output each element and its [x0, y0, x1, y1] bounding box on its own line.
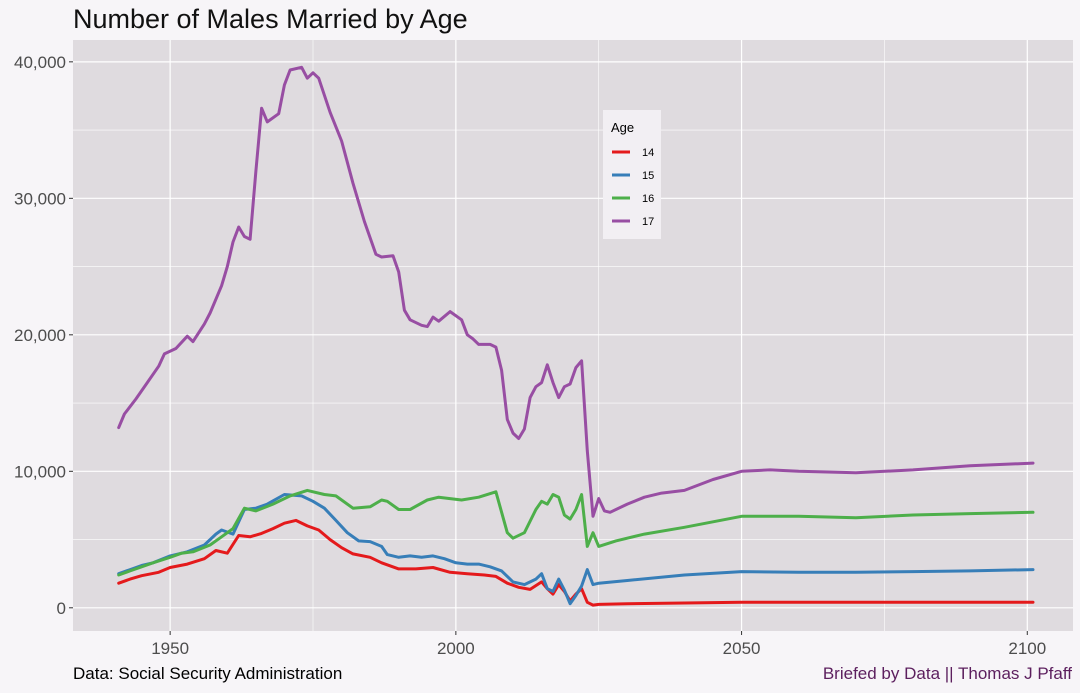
legend: Age 14 15 16 17: [603, 110, 661, 239]
series-line-age-17: [117, 65, 1035, 518]
x-tick-label: 2000: [437, 639, 475, 658]
y-tick-label: 0: [57, 599, 66, 618]
legend-label-17: 17: [642, 216, 654, 228]
series-lines: [117, 65, 1035, 607]
x-axis: 1950 2000 2050 2100: [151, 631, 1046, 658]
x-tick-label: 1950: [151, 639, 189, 658]
credit-caption: Briefed by Data || Thomas J Pfaff: [822, 664, 1072, 683]
series-line-age-16: [117, 488, 1035, 577]
chart-title: Number of Males Married by Age: [73, 4, 468, 34]
series-line-age-15: [117, 493, 1035, 606]
series-line-age-14: [117, 518, 1035, 607]
x-tick-label: 2050: [723, 639, 761, 658]
y-tick-label: 10,000: [14, 462, 66, 481]
legend-title: Age: [611, 120, 634, 135]
x-tick-label: 2100: [1008, 639, 1046, 658]
legend-label-16: 16: [642, 193, 654, 205]
y-tick-label: 20,000: [14, 326, 66, 345]
plot-panel: [73, 40, 1073, 631]
y-tick-label: 40,000: [14, 53, 66, 72]
legend-label-14: 14: [642, 147, 654, 159]
y-axis: 0 10,000 20,000 30,000 40,000: [14, 53, 73, 618]
source-caption: Data: Social Security Administration: [73, 664, 343, 683]
y-tick-label: 30,000: [14, 189, 66, 208]
major-gridlines: [73, 40, 1073, 631]
minor-gridlines: [73, 40, 1073, 631]
legend-label-15: 15: [642, 170, 654, 182]
